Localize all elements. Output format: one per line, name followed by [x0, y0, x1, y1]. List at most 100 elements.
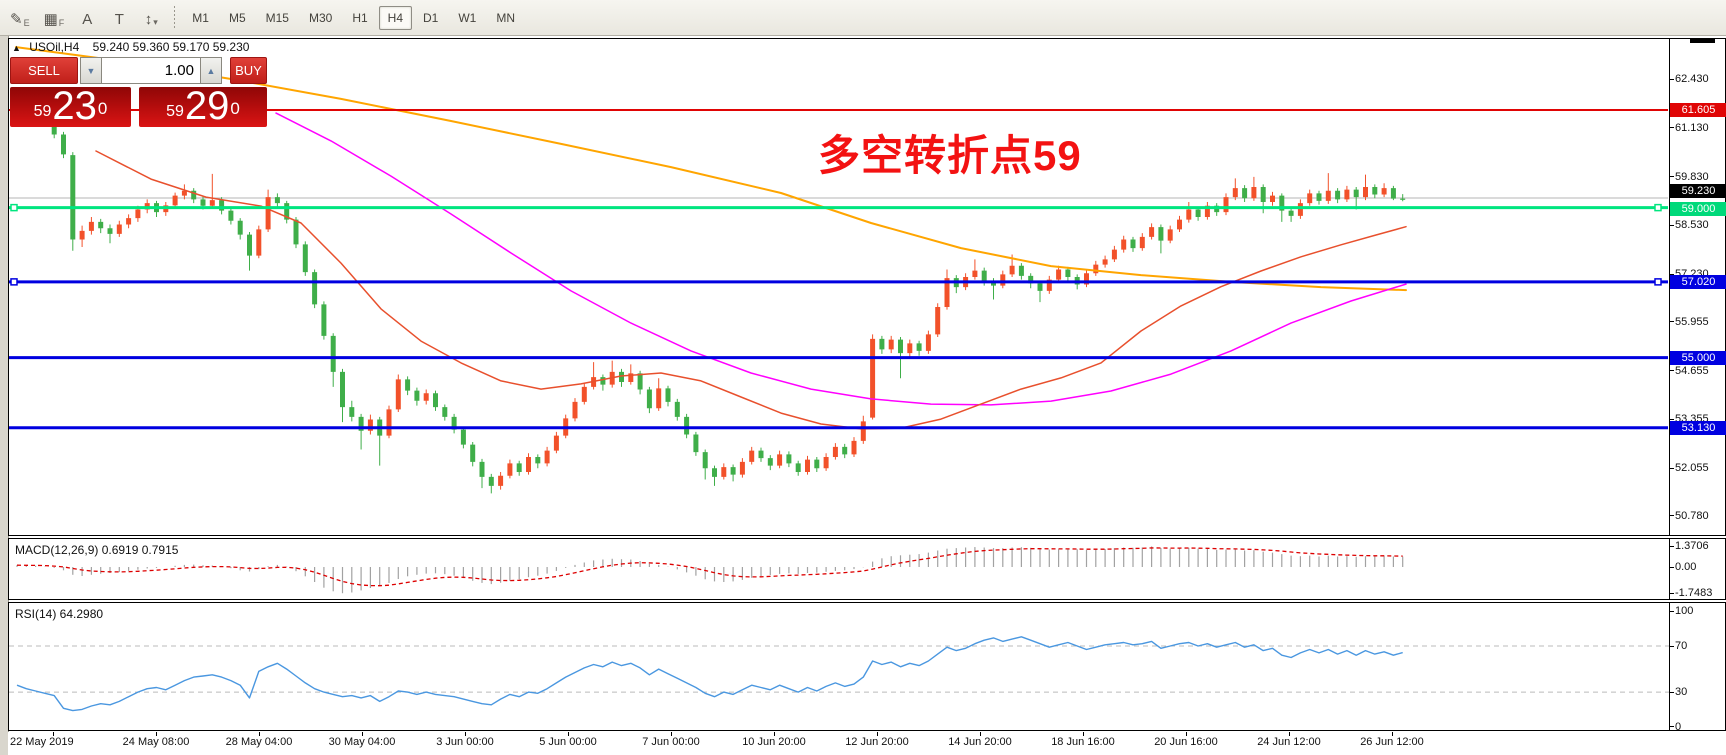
timeframe-d1[interactable]: D1 — [423, 10, 439, 25]
timeframe-m1[interactable]: M1 — [192, 10, 209, 25]
rsi-tick-label: 70 — [1675, 640, 1688, 652]
macd-canvas — [16, 546, 1404, 594]
price-tick — [1669, 127, 1674, 129]
time-tick — [1392, 732, 1393, 736]
volume-input[interactable] — [102, 57, 200, 84]
timeframe-m15[interactable]: M15 — [265, 10, 289, 25]
time-tick — [259, 732, 260, 736]
buy-price-point: 0 — [230, 99, 240, 118]
rsi-tick-label: 30 — [1675, 686, 1688, 699]
price-tick — [1669, 176, 1674, 177]
rsi-axis-separator — [1669, 603, 1670, 730]
candlestick-chart-canvas[interactable] — [9, 39, 1725, 535]
price-badge: 55.000 — [1670, 350, 1726, 365]
volume-decrease-button[interactable]: ▼ — [80, 57, 102, 84]
price-tick-label: 61.130 — [1675, 121, 1709, 134]
price-axis-separator — [1669, 39, 1670, 535]
sell-price-pips: 23 — [52, 84, 97, 128]
buy-price-pips: 29 — [184, 84, 230, 128]
time-label: 22 May 2019 — [10, 736, 74, 748]
time-label: 14 Jun 20:00 — [948, 736, 1012, 748]
price-tick-label: 52.055 — [1675, 462, 1709, 475]
buy-price-whole: 59 — [166, 103, 184, 120]
price-tick — [1669, 515, 1674, 517]
rsi-canvas — [9, 636, 1669, 712]
rsi-tick — [1669, 645, 1674, 647]
price-tick-label: 54.655 — [1675, 364, 1709, 377]
price-tick-label: 62.430 — [1675, 73, 1709, 85]
text-label-icon[interactable]: A — [82, 10, 93, 28]
indicators-icon[interactable]: ✎ E — [10, 10, 30, 28]
price-tick — [1669, 224, 1674, 226]
time-label: 5 Jun 00:00 — [539, 736, 597, 748]
time-label: 24 Jun 12:00 — [1257, 736, 1321, 748]
rsi-tick — [1669, 610, 1674, 612]
price-tick — [1669, 273, 1674, 275]
time-tick — [1289, 732, 1290, 736]
price-badge: 57.020 — [1670, 274, 1726, 289]
price-tick — [1669, 418, 1674, 420]
price-tick-label: 55.955 — [1675, 315, 1709, 328]
rsi-tick — [1669, 691, 1674, 693]
macd-tick — [1669, 545, 1674, 547]
price-badge: 61.605 — [1670, 102, 1726, 117]
rsi-tick-label: 0 — [1675, 720, 1682, 733]
sell-price-point: 0 — [97, 99, 108, 118]
price-tick — [1669, 78, 1674, 80]
buy-button[interactable]: BUY — [230, 57, 267, 84]
price-tick — [1669, 370, 1674, 372]
rsi-tick — [1669, 726, 1674, 728]
macd-tick-label: 0.00 — [1675, 561, 1697, 573]
text-box-icon[interactable]: T — [114, 10, 124, 28]
timeframe-m5[interactable]: M5 — [228, 10, 246, 25]
price-tick — [1669, 467, 1674, 469]
volume-increase-button[interactable]: ▲ — [200, 57, 222, 84]
time-label: 12 Jun 20:00 — [845, 736, 909, 748]
time-tick — [156, 732, 157, 736]
time-label: 26 Jun 12:00 — [1360, 736, 1424, 748]
price-badge: 59.230 — [1670, 184, 1726, 198]
macd-tick — [1669, 566, 1674, 568]
time-label: 7 Jun 00:00 — [642, 736, 700, 748]
rsi-indicator-panel[interactable]: RSI(14) 64.2980 100 70 30 0 — [8, 602, 1726, 733]
price-badge: 53.130 — [1670, 420, 1726, 435]
chart-shift-marker — [1690, 38, 1715, 43]
price-tick-label: 50.780 — [1675, 509, 1709, 522]
rsi-tick-label: 100 — [1675, 605, 1694, 618]
arrange-icon[interactable]: ↕ ▾ — [144, 10, 158, 28]
timeframe-w1[interactable]: W1 — [458, 10, 477, 25]
time-tick — [671, 732, 672, 736]
timeframe-h4[interactable]: H4 — [378, 5, 412, 30]
grid-icon[interactable]: ▦ F — [43, 10, 65, 28]
macd-tick — [1669, 592, 1674, 594]
collapse-arrow-icon[interactable]: ▲ — [12, 43, 21, 53]
sell-price-display[interactable]: 59 23 0 — [10, 84, 131, 128]
time-tick — [362, 732, 363, 736]
main-chart-panel[interactable]: 62.43061.13059.83058.53057.23055.95554.6… — [8, 38, 1726, 536]
time-tick — [568, 732, 569, 736]
time-label: 10 Jun 20:00 — [742, 736, 806, 748]
sell-button[interactable]: SELL — [10, 57, 78, 84]
timeframe-buttons: M1 M5 M15 M30 H1 H4 D1 W1 MN — [183, 5, 526, 30]
chart-text-annotation: 多空转折点59 — [818, 132, 1082, 179]
price-tick-label: 59.830 — [1675, 170, 1709, 183]
time-label: 30 May 04:00 — [328, 736, 396, 748]
macd-indicator-panel[interactable]: MACD(12,26,9) 0.6919 0.7915 1.3706 0.00 -1… — [8, 538, 1726, 600]
time-label: 28 May 04:00 — [225, 736, 293, 748]
time-tick — [1083, 732, 1084, 736]
time-tick — [465, 732, 466, 736]
price-badge: 59.000 — [1670, 201, 1726, 216]
buy-price-display[interactable]: 59 29 0 — [139, 84, 267, 128]
rsi-label: RSI(14) 64.2980 — [15, 607, 104, 621]
macd-tick-label: 1.3706 — [1675, 540, 1709, 553]
timeframe-h1[interactable]: H1 — [352, 10, 368, 25]
macd-label: MACD(12,26,9) 0.6919 0.7915 — [15, 543, 179, 557]
macd-axis-separator — [1669, 539, 1670, 599]
price-tick — [1669, 321, 1674, 323]
time-axis: 22 May 2019 24 May 08:00 28 May 04:00 30 Ma… — [8, 732, 1726, 755]
time-label: 24 May 08:00 — [122, 736, 190, 748]
price-tick-label: 58.530 — [1675, 219, 1709, 232]
time-label: 3 Jun 00:00 — [436, 736, 494, 748]
timeframe-m30[interactable]: M30 — [308, 10, 333, 25]
timeframe-mn[interactable]: MN — [496, 10, 516, 25]
